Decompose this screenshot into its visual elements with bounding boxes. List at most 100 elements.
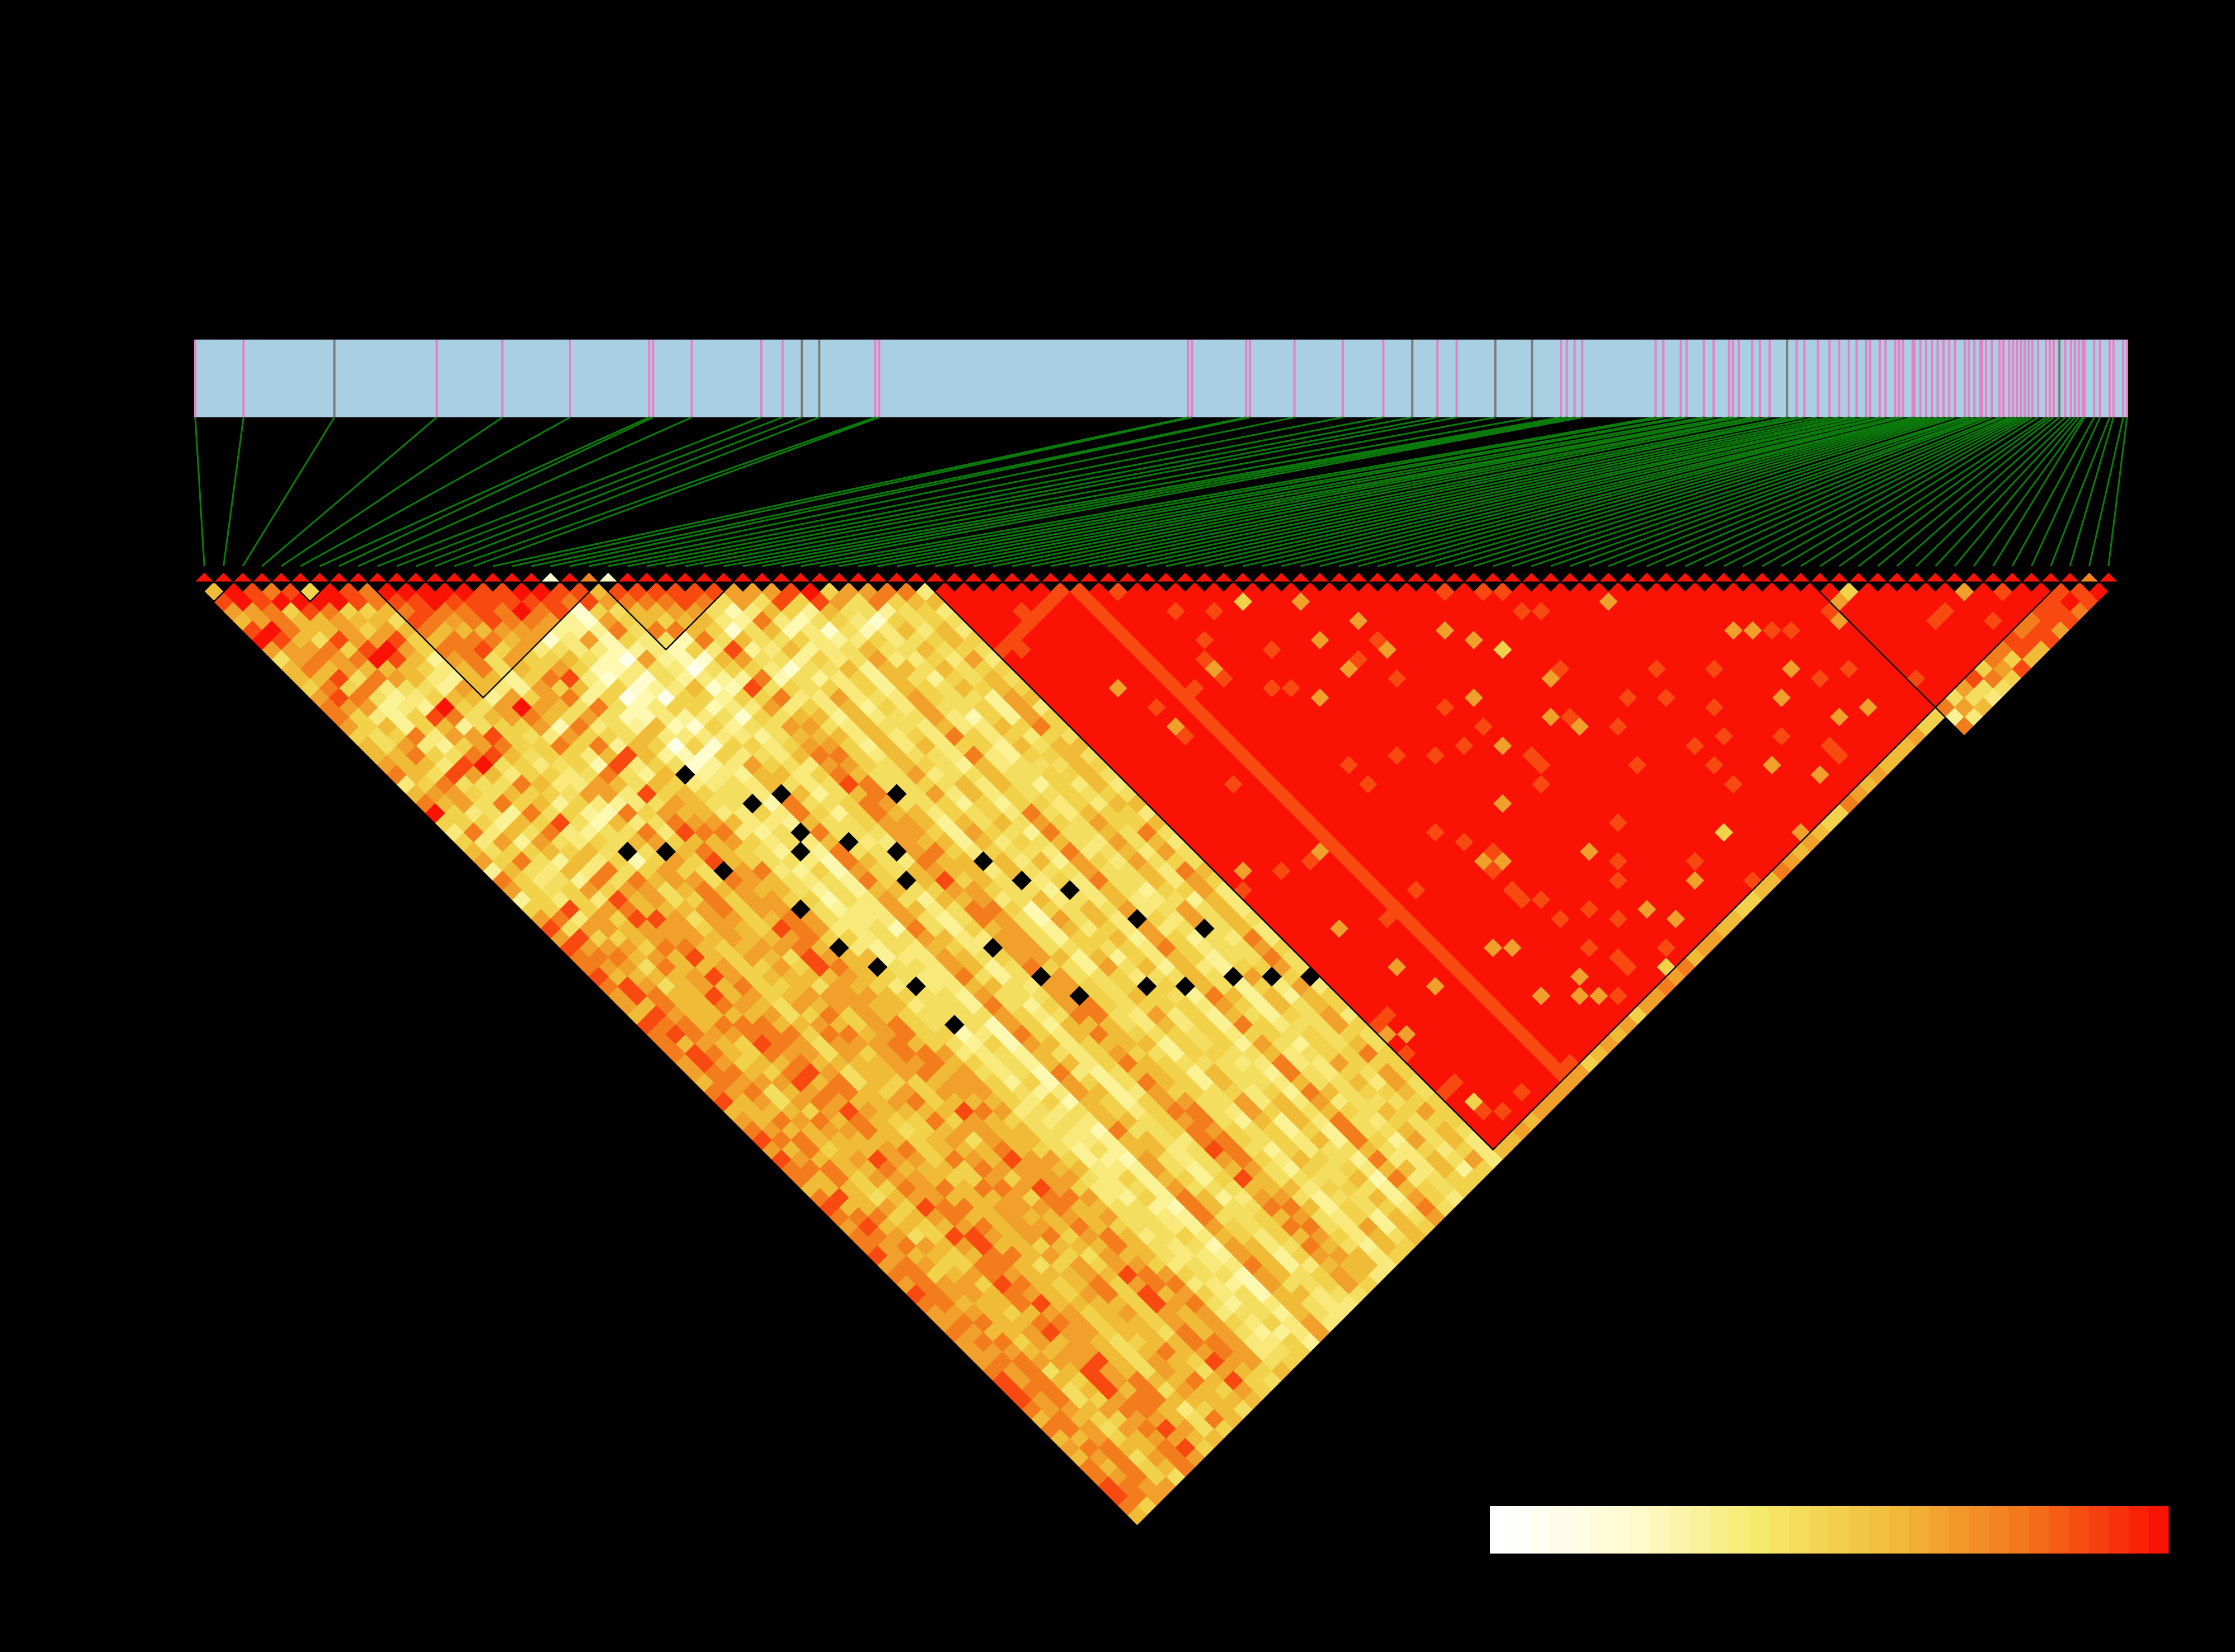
map-connector-line — [992, 416, 1761, 567]
map-connector-line — [1819, 416, 2046, 567]
map-connector-line — [820, 416, 1664, 567]
haplotype-block-outlines — [192, 581, 2120, 1151]
map-connector-line — [1531, 416, 1975, 567]
map-connector-line — [222, 417, 244, 567]
snp-diagonal-triangle-special — [2079, 572, 2099, 582]
map-connector-line — [1992, 417, 2086, 567]
map-connector-line — [2030, 417, 2101, 567]
map-connector-line — [1704, 416, 2017, 567]
map-connector-line — [704, 416, 1532, 567]
color-key-step — [1909, 1506, 1930, 1554]
color-key-step — [1589, 1506, 1610, 1554]
map-connector-line — [1165, 416, 1857, 567]
map-connector-line — [194, 417, 205, 567]
map-connector-line — [2107, 417, 2128, 567]
map-connector-line — [1204, 416, 1871, 567]
map-connector-line — [2088, 417, 2124, 567]
map-connector-line — [1935, 416, 2076, 567]
snp-diagonal-triangle-row — [195, 572, 2118, 582]
color-key-step — [2088, 1506, 2109, 1554]
haplotype-block-outline — [366, 581, 600, 699]
map-connector-line — [1781, 416, 2033, 567]
map-connector-line — [646, 416, 1438, 567]
map-connector-line — [627, 416, 1413, 567]
map-connector-line — [742, 416, 1567, 567]
map-connector-line — [1300, 416, 1903, 567]
map-connector-line — [666, 416, 1457, 567]
map-connector-line — [1108, 416, 1830, 567]
map-connector-line — [1473, 416, 1956, 567]
haplotype-block-outline — [1808, 581, 2120, 737]
map-connector-line — [242, 417, 335, 567]
color-key-step — [1550, 1506, 1570, 1554]
color-key-step — [2148, 1506, 2169, 1554]
color-key-step — [1610, 1506, 1630, 1554]
map-connector-line — [531, 416, 1246, 567]
map-connector-line — [1089, 416, 1818, 567]
snp-diagonal-triangle-special — [540, 572, 561, 582]
map-connector-line — [839, 416, 1681, 567]
map-connector-line — [1146, 416, 1850, 567]
map-connector-line — [1915, 416, 2072, 567]
map-connector-line — [1857, 416, 2054, 567]
genomic-map — [194, 340, 2128, 417]
map-connector-line — [1377, 416, 1927, 567]
map-connector-line — [261, 416, 437, 567]
color-key-step — [2068, 1506, 2089, 1554]
color-key-step — [2048, 1506, 2069, 1554]
map-connector-line — [1742, 416, 2025, 567]
map-connector-line — [1723, 416, 2021, 567]
map-connector-line — [319, 416, 650, 567]
haplotype-block-outline — [596, 581, 735, 651]
map-connector-line — [1877, 416, 2060, 567]
map-connector-line — [1954, 416, 2079, 567]
color-key-step — [1729, 1506, 1750, 1554]
map-connector-line — [280, 416, 503, 567]
haplotype-block-outline — [192, 581, 235, 603]
map-connector-line — [685, 416, 1496, 567]
color-key-step — [1749, 1506, 1770, 1554]
color-key-step — [1569, 1506, 1590, 1554]
map-connector-line — [473, 416, 879, 567]
map-connector-line — [1050, 416, 1797, 567]
map-connector-line — [781, 416, 1583, 567]
color-key-step — [1809, 1506, 1829, 1554]
snp-diagonal-triangle-special — [598, 572, 618, 582]
map-connector-line — [415, 416, 802, 567]
map-connector-line — [570, 416, 1295, 567]
color-key-legend — [1489, 1503, 2169, 1558]
map-connector-line — [1223, 416, 1880, 567]
map-connector-line — [396, 416, 783, 567]
map-connector-line — [1646, 416, 2004, 567]
map-connector-line — [1627, 416, 2000, 567]
map-connector-line — [2011, 417, 2095, 567]
map-connector-line — [1127, 416, 1839, 567]
color-key-step — [1928, 1506, 1950, 1554]
map-connector-line — [492, 416, 1189, 567]
color-key-step — [1509, 1506, 1530, 1554]
map-connector-line — [723, 416, 1561, 567]
map-connector-line — [1493, 416, 1965, 567]
map-connector-line — [1069, 416, 1805, 567]
ld-cells-level-2 — [540, 601, 888, 775]
color-key-step — [1988, 1506, 2010, 1554]
ld-cells-level-12 — [223, 582, 2109, 1150]
color-key-step — [1709, 1506, 1730, 1554]
color-key-step — [2008, 1506, 2029, 1554]
color-key-step — [1769, 1506, 1790, 1554]
color-key-step — [1949, 1506, 1969, 1554]
map-connector-line — [1435, 416, 1944, 567]
color-key-step — [1789, 1506, 1810, 1554]
map-connector-line — [1608, 416, 1992, 567]
map-connector-line — [1011, 416, 1770, 567]
map-connector-line — [357, 416, 693, 567]
map-connector-line — [1512, 416, 1969, 567]
map-connector-line — [1838, 416, 2050, 567]
ld-cells-level-4 — [377, 601, 1965, 1352]
map-connector-line — [761, 416, 1575, 567]
color-key-step — [1490, 1506, 1511, 1554]
color-key-step — [1649, 1506, 1670, 1554]
color-key-step — [1889, 1506, 1909, 1554]
ld-cells-level-5 — [367, 582, 2003, 1420]
snp-position-ticks — [194, 340, 2128, 417]
